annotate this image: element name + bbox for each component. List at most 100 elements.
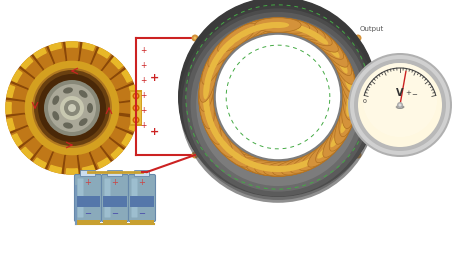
Wedge shape bbox=[21, 57, 33, 69]
Text: +: + bbox=[140, 106, 146, 115]
Circle shape bbox=[358, 63, 442, 147]
Wedge shape bbox=[116, 126, 133, 134]
Wedge shape bbox=[6, 101, 25, 115]
Ellipse shape bbox=[282, 19, 325, 40]
Bar bbox=[103, 220, 127, 224]
Ellipse shape bbox=[212, 47, 226, 66]
Ellipse shape bbox=[276, 165, 298, 172]
Ellipse shape bbox=[203, 86, 209, 108]
Ellipse shape bbox=[218, 142, 256, 171]
Text: Output: Output bbox=[360, 26, 384, 32]
Circle shape bbox=[48, 84, 96, 132]
Circle shape bbox=[134, 106, 138, 110]
Text: +: + bbox=[150, 73, 159, 83]
Ellipse shape bbox=[267, 166, 289, 172]
Ellipse shape bbox=[284, 23, 306, 31]
Ellipse shape bbox=[63, 87, 73, 94]
Wedge shape bbox=[83, 165, 94, 173]
Ellipse shape bbox=[247, 161, 292, 176]
Wedge shape bbox=[33, 147, 53, 169]
Wedge shape bbox=[133, 102, 138, 114]
Text: −: − bbox=[84, 209, 92, 218]
Circle shape bbox=[217, 36, 339, 158]
Ellipse shape bbox=[301, 27, 321, 39]
Circle shape bbox=[133, 92, 139, 99]
Ellipse shape bbox=[203, 77, 210, 99]
Ellipse shape bbox=[204, 103, 212, 125]
Ellipse shape bbox=[308, 135, 344, 167]
Ellipse shape bbox=[247, 160, 291, 177]
Circle shape bbox=[228, 47, 328, 147]
Circle shape bbox=[183, 3, 372, 192]
Ellipse shape bbox=[202, 43, 227, 84]
Ellipse shape bbox=[323, 119, 351, 157]
Circle shape bbox=[60, 96, 84, 120]
Wedge shape bbox=[91, 48, 111, 69]
Circle shape bbox=[14, 50, 130, 166]
Wedge shape bbox=[49, 43, 61, 51]
Wedge shape bbox=[33, 48, 53, 69]
Ellipse shape bbox=[331, 129, 344, 147]
Ellipse shape bbox=[339, 92, 357, 136]
Ellipse shape bbox=[208, 31, 240, 67]
Wedge shape bbox=[102, 138, 123, 160]
Wedge shape bbox=[119, 98, 138, 102]
Ellipse shape bbox=[200, 50, 222, 93]
Wedge shape bbox=[79, 153, 96, 173]
Ellipse shape bbox=[238, 18, 283, 36]
FancyBboxPatch shape bbox=[104, 179, 110, 218]
Ellipse shape bbox=[202, 110, 227, 151]
Ellipse shape bbox=[200, 101, 222, 144]
Ellipse shape bbox=[336, 120, 348, 141]
Ellipse shape bbox=[208, 53, 220, 74]
Ellipse shape bbox=[218, 24, 256, 52]
Circle shape bbox=[189, 8, 367, 186]
Ellipse shape bbox=[300, 142, 338, 171]
Ellipse shape bbox=[203, 95, 210, 117]
Circle shape bbox=[235, 53, 321, 141]
Ellipse shape bbox=[199, 92, 217, 137]
FancyBboxPatch shape bbox=[74, 174, 102, 221]
Wedge shape bbox=[7, 84, 27, 101]
Circle shape bbox=[133, 104, 139, 111]
Circle shape bbox=[356, 153, 360, 157]
Wedge shape bbox=[66, 42, 78, 47]
FancyBboxPatch shape bbox=[80, 171, 95, 176]
Circle shape bbox=[350, 55, 450, 155]
Wedge shape bbox=[48, 153, 65, 173]
Ellipse shape bbox=[238, 158, 283, 176]
Ellipse shape bbox=[323, 118, 352, 157]
Ellipse shape bbox=[339, 92, 357, 137]
Ellipse shape bbox=[202, 43, 227, 84]
Circle shape bbox=[232, 52, 323, 143]
Ellipse shape bbox=[222, 143, 239, 159]
Wedge shape bbox=[21, 147, 33, 158]
Ellipse shape bbox=[340, 112, 350, 133]
Ellipse shape bbox=[250, 163, 271, 171]
Circle shape bbox=[191, 17, 365, 192]
Wedge shape bbox=[111, 147, 123, 158]
Wedge shape bbox=[120, 101, 138, 115]
Ellipse shape bbox=[250, 23, 271, 31]
Ellipse shape bbox=[198, 83, 215, 128]
Ellipse shape bbox=[335, 101, 356, 144]
Wedge shape bbox=[89, 46, 99, 64]
Ellipse shape bbox=[208, 127, 240, 162]
Circle shape bbox=[192, 151, 198, 158]
Circle shape bbox=[226, 45, 331, 150]
Ellipse shape bbox=[300, 23, 338, 52]
Circle shape bbox=[28, 64, 116, 152]
Ellipse shape bbox=[347, 86, 353, 108]
Wedge shape bbox=[129, 85, 137, 97]
Ellipse shape bbox=[228, 150, 247, 163]
Wedge shape bbox=[129, 119, 137, 130]
Circle shape bbox=[356, 36, 360, 39]
Ellipse shape bbox=[293, 25, 314, 35]
Wedge shape bbox=[10, 126, 28, 134]
Circle shape bbox=[183, 8, 372, 196]
Ellipse shape bbox=[335, 101, 356, 144]
Ellipse shape bbox=[267, 22, 289, 28]
Text: +: + bbox=[138, 178, 145, 187]
Ellipse shape bbox=[335, 50, 356, 93]
Circle shape bbox=[178, 0, 378, 197]
